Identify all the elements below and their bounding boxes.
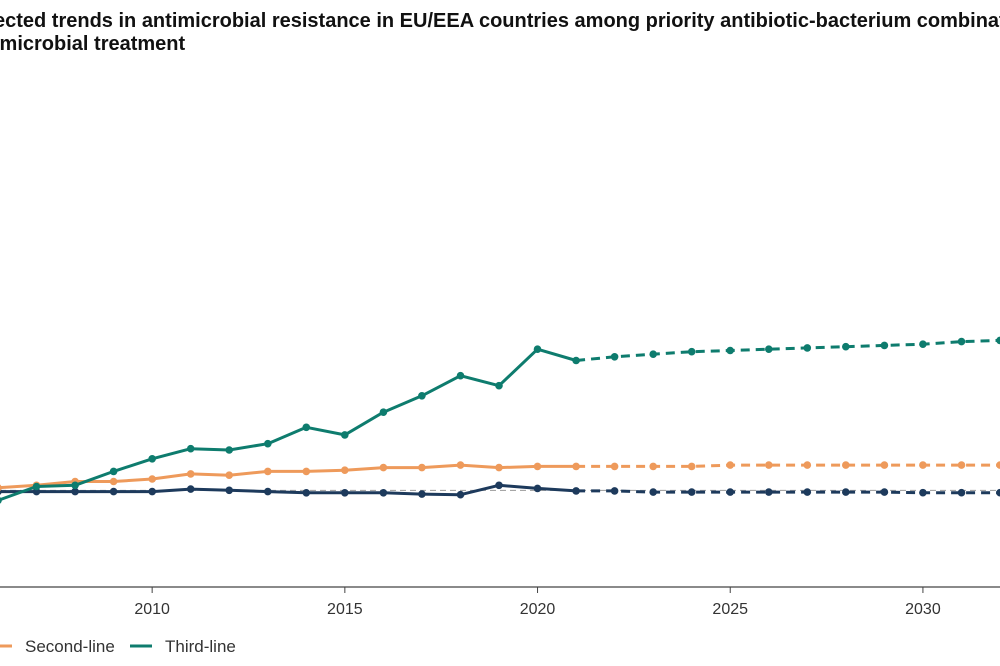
x-tick-label: 2030 xyxy=(905,601,941,618)
data-point-third-line xyxy=(264,439,272,448)
data-point-first-line xyxy=(456,490,465,499)
data-point-third-line xyxy=(225,446,233,454)
data-point-second-line xyxy=(919,461,927,469)
data-point-third-line xyxy=(996,336,1000,345)
data-point-first-line xyxy=(610,487,619,495)
data-point-first-line xyxy=(379,489,388,497)
x-tick-label: 2015 xyxy=(327,601,363,618)
series-line-projected-second-line xyxy=(576,463,1000,468)
data-point-second-line xyxy=(341,466,349,475)
data-point-third-line xyxy=(456,371,465,380)
data-point-second-line xyxy=(456,461,465,469)
data-point-second-line xyxy=(495,463,503,472)
data-point-third-line xyxy=(302,423,311,432)
data-point-first-line xyxy=(880,488,889,496)
data-point-second-line xyxy=(302,467,311,476)
data-point-second-line xyxy=(803,461,812,469)
chart-title-line-2: imicrobial treatment xyxy=(0,33,186,55)
data-point-first-line xyxy=(842,488,850,496)
series-line-observed-second-line xyxy=(0,463,578,490)
data-point-third-line xyxy=(418,392,426,400)
data-point-second-line xyxy=(148,475,156,483)
data-point-third-line xyxy=(919,340,927,349)
data-point-second-line xyxy=(880,461,889,469)
data-point-first-line xyxy=(572,487,580,495)
data-point-second-line xyxy=(610,462,619,471)
data-point-third-line xyxy=(32,482,41,491)
data-point-third-line xyxy=(109,467,118,476)
data-point-first-line xyxy=(765,488,773,496)
data-point-third-line xyxy=(379,408,388,417)
data-point-third-line xyxy=(148,455,156,463)
data-point-second-line xyxy=(0,484,2,492)
data-point-first-line xyxy=(495,481,503,490)
data-point-first-line xyxy=(148,487,156,496)
data-point-first-line xyxy=(919,488,927,497)
data-point-second-line xyxy=(726,461,734,469)
data-point-second-line xyxy=(264,467,272,476)
data-point-second-line xyxy=(379,463,388,472)
data-point-third-line xyxy=(71,481,79,490)
x-tick-label: 2010 xyxy=(134,601,170,618)
data-point-first-line xyxy=(302,489,311,497)
data-point-third-line xyxy=(495,381,503,390)
data-point-second-line xyxy=(533,462,542,471)
data-point-third-line xyxy=(726,346,734,355)
data-point-first-line xyxy=(225,486,233,495)
series-line-observed-third-line xyxy=(0,347,578,502)
data-point-second-line xyxy=(186,470,195,478)
data-point-second-line xyxy=(649,462,657,471)
series-line-projected-first-line xyxy=(576,489,1000,495)
data-point-third-line xyxy=(842,342,850,351)
data-point-first-line xyxy=(109,487,118,496)
data-point-second-line xyxy=(842,461,850,469)
legend-label-third-line: Third-line xyxy=(165,637,236,656)
series-line-projected-third-line xyxy=(575,338,1000,362)
data-point-second-line xyxy=(109,477,118,486)
data-point-third-line xyxy=(957,337,966,346)
data-point-first-line xyxy=(418,490,426,498)
series-line-observed-first-line xyxy=(0,483,578,497)
data-point-third-line xyxy=(687,347,696,356)
data-point-first-line xyxy=(71,487,79,496)
x-tick-label: 2020 xyxy=(520,601,556,618)
data-point-second-line xyxy=(765,461,773,469)
data-point-third-line xyxy=(649,350,657,359)
chart-title-line-1: ected trends in antimicrobial resistance… xyxy=(0,10,1000,32)
x-tick-label: 2025 xyxy=(712,601,748,618)
data-point-third-line xyxy=(0,497,2,504)
data-point-first-line xyxy=(264,487,272,496)
data-point-third-line xyxy=(186,444,195,453)
data-point-second-line xyxy=(572,462,580,471)
data-point-third-line xyxy=(341,431,349,439)
data-point-first-line xyxy=(957,488,966,497)
data-point-first-line xyxy=(649,488,657,496)
data-point-third-line xyxy=(880,341,889,350)
data-point-first-line xyxy=(533,484,542,493)
data-point-first-line xyxy=(687,488,696,496)
data-point-second-line xyxy=(957,461,966,469)
data-point-third-line xyxy=(572,356,580,365)
data-point-second-line xyxy=(418,463,426,472)
data-point-third-line xyxy=(533,345,542,354)
data-point-third-line xyxy=(765,345,773,354)
data-point-first-line xyxy=(996,488,1000,497)
data-point-first-line xyxy=(803,488,812,496)
legend-label-second-line: Second-line xyxy=(25,637,115,656)
data-point-first-line xyxy=(186,485,195,493)
data-point-second-line xyxy=(996,461,1000,469)
data-point-first-line xyxy=(341,489,349,497)
data-point-third-line xyxy=(610,353,619,361)
data-point-first-line xyxy=(726,488,734,496)
data-point-second-line xyxy=(225,471,233,480)
data-point-second-line xyxy=(687,462,696,471)
data-point-third-line xyxy=(803,344,812,352)
